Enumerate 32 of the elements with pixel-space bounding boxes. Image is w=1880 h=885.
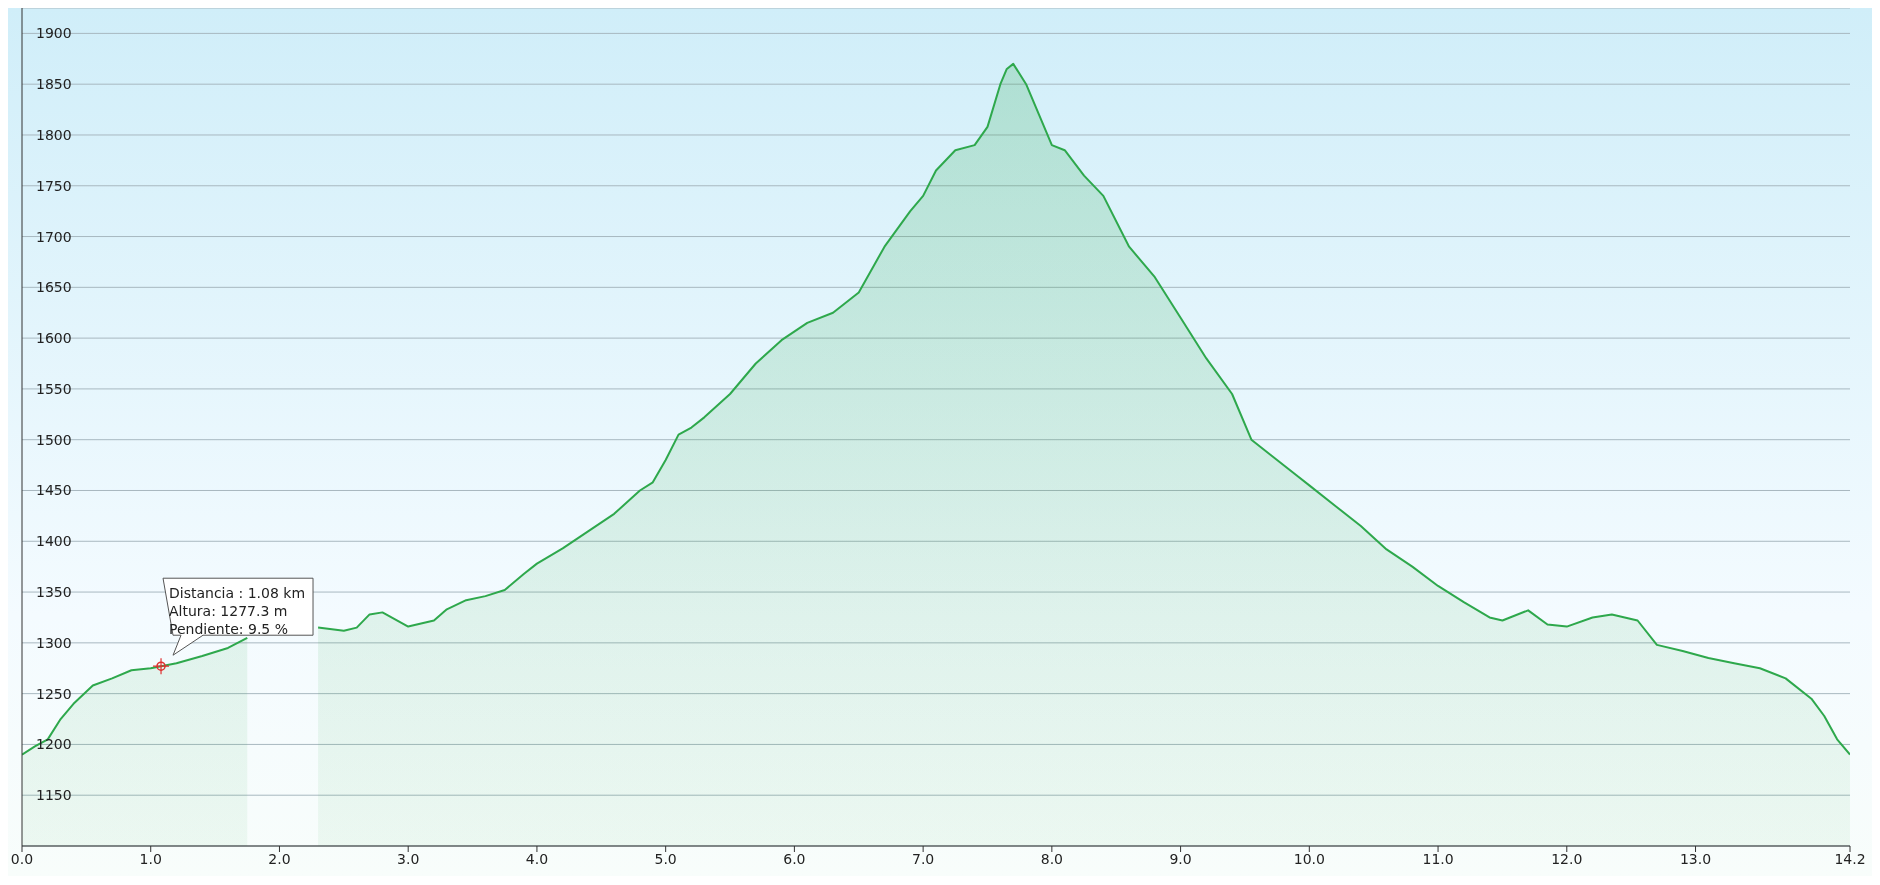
y-tick-label: 1850: [36, 76, 72, 93]
y-tick-label: 1450: [36, 482, 72, 499]
x-tick-label: 5.0: [654, 850, 677, 867]
x-tick-label: 8.0: [1040, 850, 1063, 867]
y-tick-label: 1800: [36, 126, 72, 143]
y-tick-label: 1550: [36, 380, 72, 397]
x-tick-label: 14.2: [1834, 850, 1866, 867]
x-tick-label: 11.0: [1422, 850, 1454, 867]
y-tick-label: 1200: [36, 736, 72, 753]
y-tick-label: 1150: [36, 787, 72, 804]
x-tick-label: 0.0: [10, 850, 34, 867]
x-tick-label: 4.0: [525, 850, 549, 867]
y-tick-label: 1500: [36, 431, 72, 448]
x-tick-label: 9.0: [1169, 850, 1192, 867]
x-tick-label: 1.0: [139, 850, 162, 867]
y-tick-label: 1600: [36, 330, 72, 347]
x-tick-label: 6.0: [783, 850, 806, 867]
x-tick-label: 13.0: [1679, 850, 1712, 867]
x-tick-label: 12.0: [1551, 850, 1583, 867]
x-tick-label: 3.0: [397, 850, 420, 867]
x-tick-label: 2.0: [268, 850, 291, 867]
y-tick-label: 1650: [36, 279, 72, 296]
y-tick-label: 1700: [36, 228, 72, 245]
annotation: Distancia : 1.08 km Altura: 1277.3 m Pendiente: 9.5 %: [169, 585, 306, 638]
y-tick-label: 1400: [36, 533, 72, 550]
x-tick-label: 7.0: [911, 850, 935, 867]
y-tick-label: 1750: [36, 177, 72, 194]
y-tick-label: 1300: [36, 634, 72, 651]
y-tick-label: 1900: [36, 25, 72, 42]
y-tick-label: 1350: [36, 584, 72, 601]
x-tick-label: 10.0: [1293, 850, 1325, 867]
y-tick-label: 1250: [36, 685, 72, 702]
